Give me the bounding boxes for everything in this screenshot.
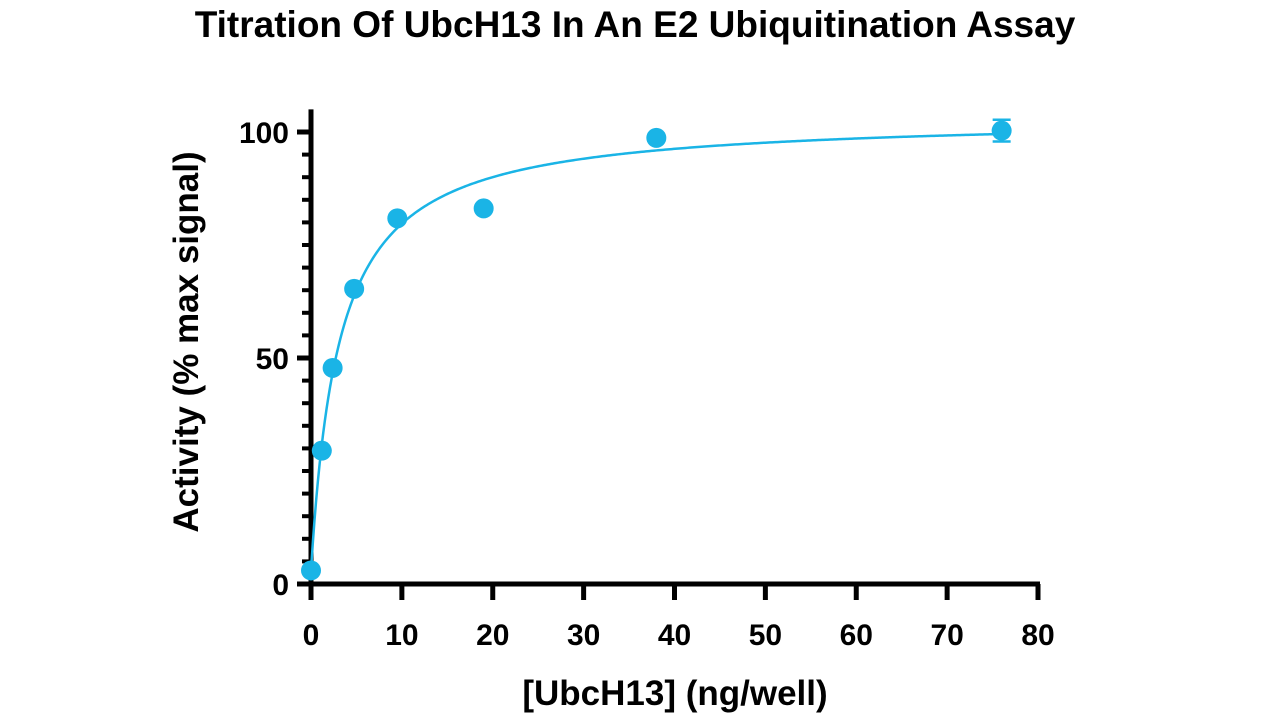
chart-title: Titration Of UbcH13 In An E2 Ubiquitinat…	[194, 4, 1076, 45]
x-tick-label: 20	[476, 619, 509, 652]
fit-curve	[309, 132, 1002, 571]
x-axis-title: [UbcH13] (ng/well)	[522, 674, 827, 713]
x-tick-label: 40	[658, 619, 691, 652]
data-point	[991, 120, 1012, 141]
x-axis: 0 10 20 30 40 50 60 70 80	[303, 581, 1055, 652]
x-tick-label: 10	[385, 619, 418, 652]
data-point	[301, 560, 321, 581]
y-tick-label: 50	[256, 343, 289, 376]
data-point	[387, 208, 408, 229]
x-tick-label: 70	[930, 619, 963, 652]
x-tick-label: 80	[1021, 619, 1054, 652]
data-point	[322, 357, 343, 378]
y-axis-title: Activity (% max signal)	[167, 151, 206, 532]
data-points	[301, 118, 1012, 581]
data-point	[646, 127, 667, 148]
data-point	[473, 198, 494, 219]
x-tick-label: 30	[567, 619, 600, 652]
y-axis: 0 50 100	[239, 109, 314, 602]
x-tick-label: 0	[303, 619, 320, 652]
data-point	[311, 440, 332, 461]
data-point	[344, 278, 365, 299]
x-tick-label: 50	[749, 619, 782, 652]
y-tick-label: 100	[239, 117, 289, 150]
y-tick-label: 0	[272, 569, 289, 602]
x-tick-label: 60	[840, 619, 873, 652]
